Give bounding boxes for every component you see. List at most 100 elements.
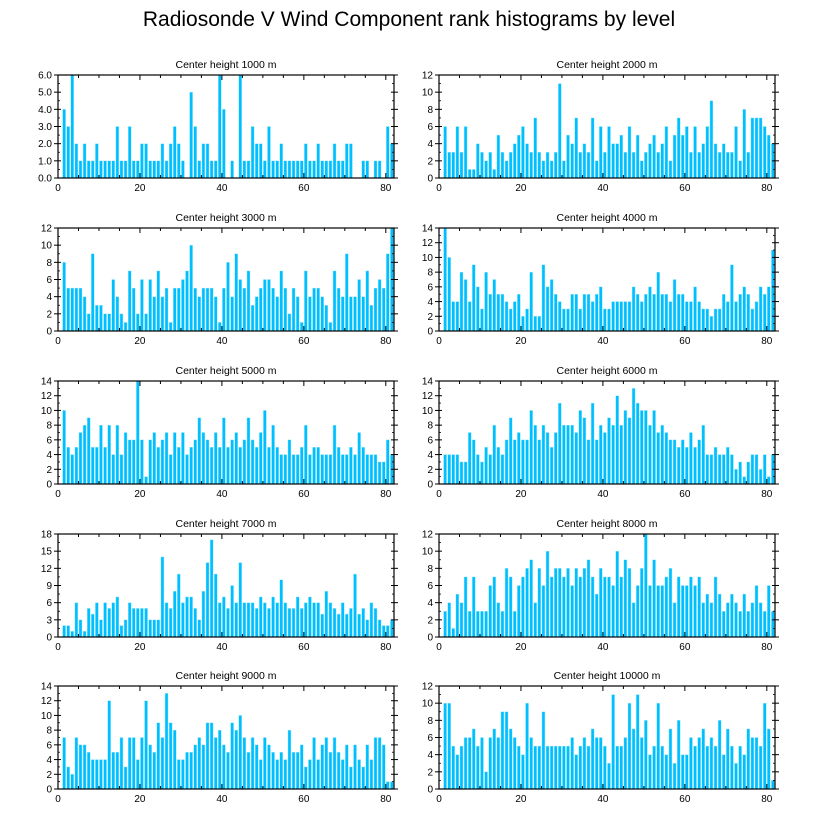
histogram-bar — [119, 625, 124, 638]
histogram-bar — [185, 270, 189, 332]
histogram-bar — [672, 279, 677, 332]
histogram-bar — [177, 447, 181, 485]
histogram-bar — [304, 424, 308, 485]
histogram-bar — [275, 296, 279, 332]
histogram-bar — [82, 631, 87, 638]
histogram-bar — [738, 160, 742, 179]
histogram-bar — [336, 160, 341, 179]
histogram-bar — [353, 454, 357, 485]
histogram-bar — [476, 745, 480, 790]
histogram-bar — [66, 766, 70, 790]
histogram-bar — [336, 752, 341, 790]
histogram-bar — [713, 308, 718, 332]
histogram-bar — [103, 447, 107, 485]
histogram-bar — [443, 702, 447, 790]
histogram-bar — [107, 424, 111, 485]
histogram-bar — [676, 447, 681, 485]
histogram-bar — [693, 447, 697, 485]
histogram-bar — [484, 771, 488, 790]
histogram-bar — [267, 608, 271, 638]
histogram-bar — [312, 160, 316, 179]
y-tick-label: 10 — [422, 253, 434, 264]
histogram-bar — [697, 301, 701, 332]
histogram-bar — [324, 160, 329, 179]
histogram-bar — [693, 126, 697, 179]
histogram-bar — [345, 253, 349, 332]
histogram-bar — [726, 728, 730, 790]
histogram-bar — [115, 596, 120, 638]
histogram-bar — [656, 702, 660, 790]
histogram-bar — [320, 160, 324, 179]
histogram-bar — [168, 143, 173, 179]
histogram-bar — [189, 91, 193, 179]
histogram-bar — [529, 737, 533, 790]
histogram-bar — [558, 83, 562, 179]
histogram-bar — [476, 286, 480, 332]
histogram-bar — [722, 611, 726, 638]
histogram-bar — [562, 160, 566, 179]
histogram-bar — [459, 745, 464, 790]
y-tick-label: 14 — [422, 377, 434, 388]
histogram-bar — [484, 271, 488, 332]
histogram-bar — [549, 447, 554, 485]
histogram-bar — [672, 134, 677, 179]
histogram-bar — [623, 410, 628, 485]
histogram-bar — [619, 745, 623, 790]
histogram-bar — [291, 752, 296, 790]
histogram-bar — [70, 74, 74, 179]
histogram-bar — [513, 737, 517, 790]
histogram-bar — [283, 602, 288, 638]
x-tick-label: 20 — [515, 336, 527, 347]
histogram-bar — [463, 576, 468, 638]
histogram-bar — [611, 585, 615, 638]
y-tick-label: 14 — [41, 682, 53, 693]
histogram-bar — [259, 596, 263, 638]
histogram-bar — [648, 424, 652, 485]
histogram-bar — [668, 568, 673, 638]
histogram-bar — [652, 559, 656, 638]
histogram-bar — [279, 270, 283, 332]
histogram-bar — [681, 754, 685, 790]
histogram-bar — [578, 576, 583, 638]
histogram-bar — [201, 432, 206, 485]
histogram-bar — [455, 301, 460, 332]
histogram-bar — [492, 424, 496, 485]
histogram-bar — [148, 619, 152, 638]
histogram-bar — [341, 454, 345, 485]
histogram-bar — [451, 628, 455, 638]
histogram-bar — [685, 754, 689, 790]
x-tick-label: 40 — [216, 642, 228, 653]
y-tick-label: 12 — [422, 530, 434, 541]
histogram-bar — [259, 287, 263, 332]
histogram-bar — [685, 301, 689, 332]
histogram-bar — [763, 611, 767, 638]
histogram-bar — [590, 301, 595, 332]
histogram-bar — [140, 608, 144, 638]
y-tick-label: 10 — [422, 547, 434, 558]
histogram-bar — [189, 752, 193, 790]
histogram-bar — [701, 308, 705, 332]
histogram-bar — [324, 591, 329, 638]
histogram-bar — [455, 754, 460, 790]
histogram-bar — [160, 439, 165, 485]
histogram-bar — [148, 744, 152, 790]
histogram-bar — [701, 728, 705, 790]
histogram-bar — [140, 737, 144, 790]
histogram-bar — [566, 308, 570, 332]
histogram-bar — [263, 160, 267, 179]
histogram-bar — [353, 744, 357, 790]
y-tick-label: 6 — [427, 435, 433, 446]
histogram-bar — [234, 602, 238, 638]
histogram-bar — [521, 754, 525, 790]
histogram-bar — [488, 294, 492, 332]
histogram-bar — [660, 143, 664, 179]
histogram-bar — [660, 294, 664, 332]
histogram-bar — [644, 533, 648, 638]
y-tick-label: 8 — [46, 421, 52, 432]
histogram-bar — [545, 550, 550, 638]
histogram-bar — [730, 152, 734, 179]
histogram-bar — [209, 160, 214, 179]
histogram-bar — [181, 279, 185, 332]
histogram-bar — [103, 759, 107, 790]
